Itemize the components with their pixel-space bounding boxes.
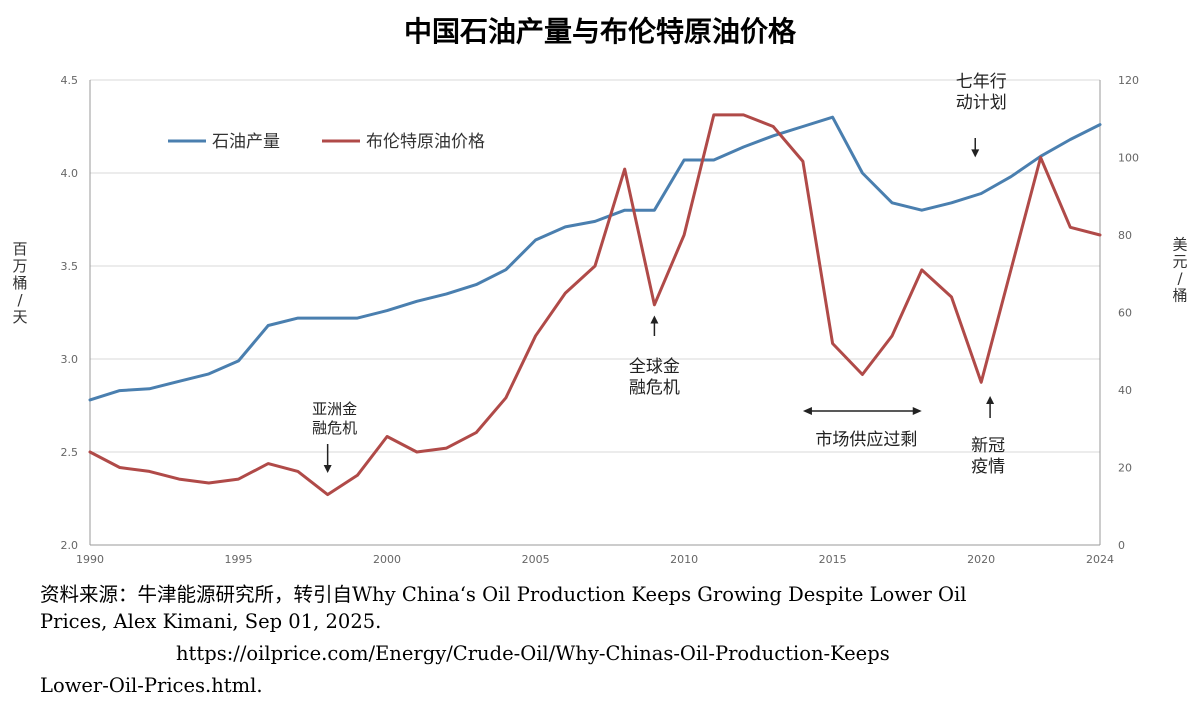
right-tick-label: 40	[1118, 384, 1132, 397]
brent-series-line	[88, 113, 1102, 497]
legend-label-production: 石油产量	[212, 132, 280, 152]
annotation-covid-label: 新冠疫情	[971, 436, 1005, 477]
x-tick-label: 2000	[373, 553, 401, 566]
legend-label-brent: 布伦特原油价格	[366, 132, 485, 152]
right-tick-label: 120	[1118, 74, 1139, 87]
source-line-1: 资料来源：牛津能源研究所，转引自Why China‘s Oil Producti…	[40, 583, 967, 606]
right-tick-label: 80	[1118, 229, 1132, 242]
annotation-seven-year-plan-arrow-head	[971, 149, 980, 158]
left-tick-label: 3.0	[61, 353, 79, 366]
left-tick-label: 2.5	[61, 446, 79, 459]
right-tick-label: 0	[1118, 539, 1125, 552]
x-tick-label: 1995	[225, 553, 253, 566]
left-tick-label: 4.5	[61, 74, 79, 87]
y-axis-label-right: 美元/桶	[1172, 236, 1187, 305]
annotation-global-crisis-arrow-head	[650, 315, 659, 324]
annotation-seven-year-plan-label: 七年行动计划	[956, 72, 1007, 113]
annotation-global-crisis-label: 全球金融危机	[629, 357, 680, 398]
y-axis-label-left: 百万桶/天	[12, 240, 27, 326]
x-tick-label: 2010	[670, 553, 698, 566]
x-tick-label: 2020	[967, 553, 995, 566]
left-tick-label: 2.0	[61, 539, 79, 552]
annotation-covid-arrow-head	[986, 396, 995, 404]
annotation-oversupply-label: 市场供应过剩	[815, 430, 917, 450]
annotation-asian-crisis-label: 亚洲金融危机	[312, 400, 357, 437]
chart-title: 中国石油产量与布伦特原油价格	[403, 15, 796, 48]
right-tick-label: 60	[1118, 307, 1132, 320]
annotation-asian-crisis-arrow-head	[323, 465, 332, 473]
x-tick-label: 2024	[1086, 553, 1114, 566]
right-tick-label: 20	[1118, 462, 1132, 475]
left-tick-label: 4.0	[61, 167, 79, 180]
production-series-line	[88, 115, 1102, 402]
x-tick-label: 2015	[819, 553, 847, 566]
source-url-link[interactable]: https://oilprice.com/Energy/Crude-Oil/Wh…	[176, 642, 890, 665]
x-tick-label: 2005	[522, 553, 550, 566]
url-fade-overlay	[936, 644, 1026, 670]
annotation-oversupply-arrowhead-right	[912, 407, 922, 415]
source-line-2: Prices, Alex Kimani, Sep 01, 2025.	[40, 610, 382, 633]
right-tick-label: 100	[1118, 152, 1139, 165]
annotation-oversupply-arrowhead-left	[802, 407, 812, 415]
x-tick-label: 1990	[76, 553, 104, 566]
left-tick-label: 3.5	[61, 260, 79, 273]
source-line-4: Lower-Oil-Prices.html.	[40, 674, 263, 697]
